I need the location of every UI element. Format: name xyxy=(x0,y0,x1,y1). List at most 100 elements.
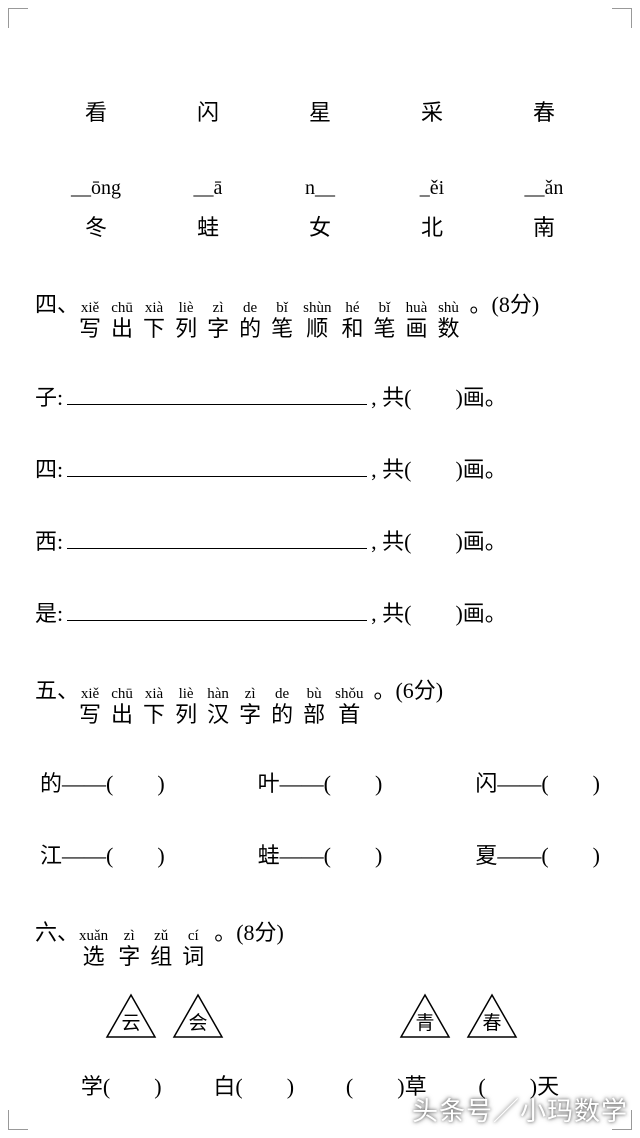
pinyin-text: xià xyxy=(145,687,163,702)
char-with-pinyin: de 的 xyxy=(271,687,293,726)
char-with-pinyin: de的 xyxy=(239,301,261,340)
section-tail: 。(8分) xyxy=(470,287,540,319)
hanzi-text: 字 xyxy=(207,318,229,340)
triangle-label: 云 xyxy=(121,1008,140,1039)
char-label: 西: xyxy=(35,524,63,556)
char: 星 xyxy=(264,95,376,127)
fill-item: 学( ) xyxy=(81,1069,162,1101)
char-with-pinyin: shùn 顺 xyxy=(303,301,331,340)
char: 南 xyxy=(488,210,600,242)
char-with-pinyin: bǐ 笔 xyxy=(373,301,395,340)
blank-underline xyxy=(67,457,367,477)
section-6-header: 六、 xuǎn选zì字zǔ组cí词 。(8分) xyxy=(35,915,605,968)
pinyin-text: de xyxy=(243,301,257,316)
char-with-pinyin: bù 部 xyxy=(303,687,325,726)
hanzi-text: 笔 xyxy=(373,318,395,340)
char-with-pinyin: hàn汉 xyxy=(207,687,229,726)
pinyin-text: xià xyxy=(145,301,163,316)
hanzi-text: 笔 xyxy=(271,318,293,340)
hanzi-row-2: 冬 蛙 女 北 南 xyxy=(35,210,605,242)
corner-mark-bl xyxy=(8,1110,28,1130)
char-with-pinyin: xià下 xyxy=(143,687,165,726)
radical-item: 蛙——( ) xyxy=(258,838,383,870)
fill-item: 白( ) xyxy=(213,1069,294,1101)
hanzi-text: 列 xyxy=(175,704,197,726)
pinyin-fill-row: __ōng __ā n__ _ěi __ǎn xyxy=(35,177,605,200)
char-with-pinyin: chū出 xyxy=(111,687,133,726)
section-4-header: 四、 xiě写chū出xià下liè列zì字de的bǐ笔shùn顺hé和bǐ笔h… xyxy=(35,287,605,340)
char: 冬 xyxy=(40,210,152,242)
triangle-icon: 云 xyxy=(105,993,157,1039)
section-4-title: xiě写chū出xià下liè列zì字de的bǐ笔shùn顺hé和bǐ笔huà画… xyxy=(79,292,470,340)
char-with-pinyin: xuǎn 选 xyxy=(79,929,108,968)
char-with-pinyin: shǒu 首 xyxy=(335,687,363,726)
hanzi-text: 选 xyxy=(83,946,105,968)
radical-item: 江——( ) xyxy=(40,838,165,870)
pinyin-text: zì xyxy=(213,301,224,316)
hanzi-text: 组 xyxy=(150,946,172,968)
triangle-icon: 会 xyxy=(172,993,224,1039)
hanzi-text: 数 xyxy=(438,318,460,340)
char-with-pinyin: zǔ 组 xyxy=(150,929,172,968)
blank-underline xyxy=(67,601,367,621)
triangle-row: 云 会 青 春 xyxy=(35,993,605,1039)
char: 看 xyxy=(40,95,152,127)
section-num: 六、 xyxy=(35,915,79,947)
hanzi-row-1: 看 闪 星 采 春 xyxy=(35,95,605,127)
char: 采 xyxy=(376,95,488,127)
radical-row-1: 的——( ) 叶——( ) 闪——( ) xyxy=(35,766,605,798)
hanzi-text: 部 xyxy=(303,704,325,726)
char-with-pinyin: huà画 xyxy=(406,301,428,340)
char-with-pinyin: cí 词 xyxy=(182,929,204,968)
pinyin-text: shǒu xyxy=(335,687,363,702)
pinyin-text: liè xyxy=(179,687,194,702)
char-label: 是: xyxy=(35,596,63,628)
pinyin-text: de xyxy=(275,687,289,702)
pinyin-text: bù xyxy=(307,687,322,702)
radical-item: 夏——( ) xyxy=(475,838,600,870)
hanzi-text: 顺 xyxy=(306,318,328,340)
radical-item: 闪——( ) xyxy=(475,766,600,798)
hanzi-text: 的 xyxy=(271,704,293,726)
pinyin-text: zì xyxy=(124,929,135,944)
pinyin-text: xuǎn xyxy=(79,929,108,944)
pinyin-blank: __ā xyxy=(152,177,264,200)
stroke-count-suffix: , 共( )画。 xyxy=(371,524,507,556)
char-with-pinyin: xiě写 xyxy=(79,301,101,340)
stroke-count-suffix: , 共( )画。 xyxy=(371,596,507,628)
pinyin-text: chū xyxy=(111,687,133,702)
hanzi-text: 字 xyxy=(239,704,261,726)
char-with-pinyin: bǐ 笔 xyxy=(271,301,293,340)
pinyin-text: xiě xyxy=(81,687,99,702)
corner-mark-tl xyxy=(8,8,28,28)
char-with-pinyin: zì字 xyxy=(239,687,261,726)
pinyin-text: hé xyxy=(345,301,359,316)
section-tail: 。(8分) xyxy=(214,915,284,947)
pinyin-text: cí xyxy=(188,929,199,944)
hanzi-text: 和 xyxy=(341,318,363,340)
pinyin-text: bǐ xyxy=(276,301,288,316)
corner-mark-tr xyxy=(612,8,632,28)
section-num: 四、 xyxy=(35,287,79,319)
triangle-label: 会 xyxy=(188,1008,207,1039)
section-5-title: xiě写chū出xià下liè列hàn汉zì字de的bù部shǒu首 xyxy=(79,678,373,726)
radical-row-2: 江——( ) 蛙——( ) 夏——( ) xyxy=(35,838,605,870)
radical-item: 的——( ) xyxy=(40,766,165,798)
hanzi-text: 画 xyxy=(406,318,428,340)
pinyin-text: chū xyxy=(111,301,133,316)
char-label: 子: xyxy=(35,380,63,412)
pinyin-text: zǔ xyxy=(154,929,168,944)
hanzi-text: 首 xyxy=(338,704,360,726)
pinyin-text: bǐ xyxy=(379,301,391,316)
triangle-icon: 青 xyxy=(399,993,451,1039)
hanzi-text: 下 xyxy=(143,318,165,340)
char-with-pinyin: liè列 xyxy=(175,301,197,340)
char: 春 xyxy=(488,95,600,127)
char-with-pinyin: xià 下 xyxy=(143,301,165,340)
radical-item: 叶——( ) xyxy=(258,766,383,798)
pinyin-text: xiě xyxy=(81,301,99,316)
pinyin-text: liè xyxy=(179,301,194,316)
hanzi-text: 词 xyxy=(182,946,204,968)
pinyin-text: shùn xyxy=(303,301,331,316)
stroke-count-suffix: , 共( )画。 xyxy=(371,452,507,484)
